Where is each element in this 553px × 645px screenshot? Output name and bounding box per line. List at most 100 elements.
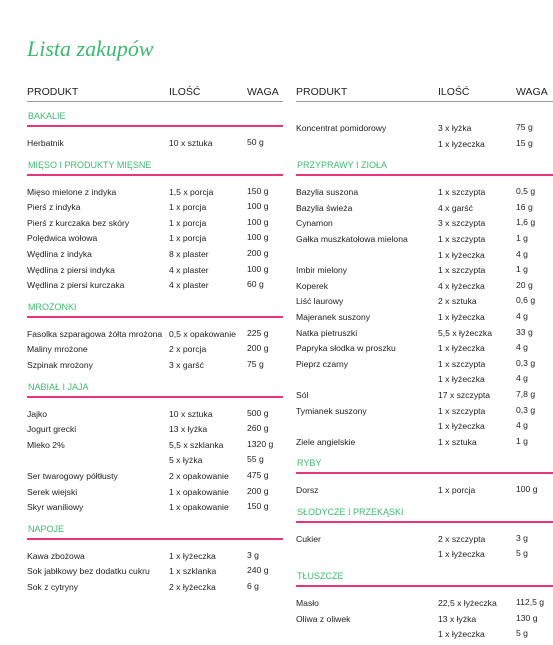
quantity: 1 x szczypta — [438, 233, 486, 244]
weight: 0,3 g — [516, 404, 536, 415]
product: Papryka słodka w proszku — [296, 343, 396, 354]
item-row: Cukier 2 x szczypta 3 g — [296, 531, 553, 547]
weight: 100 g — [516, 484, 538, 495]
product: Koncentrat pomidorowy — [296, 123, 387, 133]
quantity: 2 x sztuka — [438, 296, 477, 307]
item-row: 5 x łyżka 55 g — [27, 452, 283, 468]
item-row: Herbatnik 10 x sztuka 50 g — [27, 135, 283, 151]
quantity: 4 x plaster — [169, 280, 209, 291]
product-empty — [27, 452, 169, 468]
weight: 0,6 g — [516, 295, 536, 306]
product-empty — [296, 247, 438, 263]
product: Imbir mielony — [296, 265, 348, 276]
quantity: 5 x łyżka — [169, 455, 203, 466]
item-row: Sok jabłkowy bez dodatku cukru 1 x szklan… — [27, 563, 283, 579]
quantity: 1 x opakowanie — [169, 486, 229, 497]
weight: 150 g — [247, 501, 269, 512]
item-row: Wędlina z piersi kurczaka 4 x plaster 60 g — [27, 277, 283, 293]
quantity: 1 x szczypta — [438, 265, 486, 276]
section-header: MROŻONKI — [27, 301, 283, 318]
item-row: Jajko 10 x sztuka 500 g — [27, 406, 283, 422]
weight: 100 g — [247, 232, 269, 243]
header-weight: WAGA — [516, 86, 548, 98]
weight: 75 g — [516, 122, 533, 132]
title: Lista zakupów — [27, 36, 154, 61]
item-row: Tymianek suszony 1 x szczypta 0,3 g — [296, 403, 553, 419]
section-header: SŁODYCZE I PRZEKĄSKI — [296, 506, 553, 523]
item-row: Polędwica wołowa 1 x porcja 100 g — [27, 230, 283, 246]
quantity: 1 x łyżeczka — [438, 343, 485, 354]
item-row: Koncentrat pomidorowy 3 x łyżka 75 g — [296, 120, 553, 136]
product: Pierś z indyka — [27, 202, 81, 213]
item-row: Jogurt grecki 13 x łyżka 260 g — [27, 421, 283, 437]
quantity: 1 x porcja — [438, 485, 476, 496]
quantity: 5,5 x łyżeczka — [438, 327, 492, 338]
product: Skyr waniliowy — [27, 502, 84, 513]
item-row: Sól 17 x szczypta 7,8 g — [296, 387, 553, 403]
quantity: 22,5 x łyżeczka — [438, 598, 497, 609]
weight: 3 g — [516, 532, 528, 543]
weight: 16 g — [516, 201, 533, 212]
product: Dorsz — [296, 485, 319, 496]
header-product: PRODUKT — [296, 86, 348, 98]
quantity: 1 x opakowanie — [169, 502, 229, 513]
item-row: Mięso mielone z indyka 1,5 x porcja 150 g — [27, 184, 283, 200]
item-row: 1 x łyżeczka 15 g — [296, 136, 553, 152]
product: Koperek — [296, 280, 329, 291]
item-row: Sok z cytryny 2 x łyżeczka 6 g — [27, 579, 283, 595]
product-empty — [296, 418, 438, 434]
item-row: Pierś z indyka 1 x porcja 100 g — [27, 199, 283, 215]
weight: 5 g — [516, 628, 528, 639]
header-product: PRODUKT — [27, 86, 79, 98]
quantity: 1 x łyżeczka — [438, 549, 485, 560]
product: Jogurt grecki — [27, 424, 77, 435]
product: Maliny mrożone — [27, 344, 88, 355]
weight: 1 g — [516, 232, 528, 243]
product: Tymianek suszony — [296, 405, 367, 416]
section-header: MIĘSO I PRODUKTY MIĘSNE — [27, 159, 283, 176]
header-qty: ILOŚĆ — [438, 86, 470, 98]
item-row: 1 x łyżeczka 5 g — [296, 546, 553, 562]
product: Jajko — [27, 408, 48, 419]
quantity: 17 x szczypta — [438, 389, 491, 400]
weight: 100 g — [247, 263, 269, 274]
product: Natka pietruszki — [296, 327, 358, 338]
quantity: 8 x plaster — [169, 248, 209, 259]
product: Bazylia suszona — [296, 187, 359, 198]
item-row: Maliny mrożone 2 x porcja 200 g — [27, 341, 283, 357]
item-row: Wędlina z piersi indyka 4 x plaster 100 g — [27, 262, 283, 278]
product: Cynamon — [296, 218, 333, 229]
weight: 475 g — [247, 469, 269, 480]
item-row: Szpinak mrożony 3 x garść 75 g — [27, 357, 283, 373]
product: Wędlina z indyka — [27, 248, 92, 259]
item-row: 1 x łyżeczka 5 g — [296, 626, 553, 642]
weight: 15 g — [516, 137, 533, 148]
weight: 50 g — [247, 137, 264, 147]
section-header: RYBY — [296, 457, 553, 475]
weight: 100 g — [247, 216, 269, 227]
weight: 500 g — [247, 407, 269, 418]
item-row: 1 x łyżeczka 4 g — [296, 247, 553, 263]
product: Mięso mielone z indyka — [27, 186, 117, 197]
quantity: 3 x garść — [169, 359, 204, 370]
column: PRODUKT ILOŚĆ WAGA BAKALIE Herbatnik 10 x szt… — [27, 84, 283, 594]
product: Majeranek suszony — [296, 311, 371, 322]
quantity: 1 x łyżeczka — [438, 374, 485, 385]
weight: 112,5 g — [516, 597, 545, 608]
quantity: 1 x szczypta — [438, 405, 486, 416]
product-empty — [296, 136, 438, 152]
weight: 6 g — [247, 580, 259, 591]
weight: 55 g — [247, 454, 264, 465]
product: Pierś z kurczaka bez skóry — [27, 217, 130, 228]
item-row: Imbir mielony 1 x szczypta 1 g — [296, 262, 553, 278]
item-row: Wędlina z indyka 8 x plaster 200 g — [27, 246, 283, 262]
table-header: PRODUKT ILOŚĆ WAGA — [27, 84, 283, 102]
quantity: 2 x porcja — [169, 344, 207, 355]
quantity: 1 x porcja — [169, 202, 207, 213]
item-row: Natka pietruszki 5,5 x łyżeczka 33 g — [296, 325, 553, 341]
weight: 225 g — [247, 327, 269, 338]
item-row: Majeranek suszony 1 x łyżeczka 4 g — [296, 309, 553, 325]
quantity: 1 x łyżeczka — [438, 138, 485, 149]
item-row: Liść laurowy 2 x sztuka 0,6 g — [296, 293, 553, 309]
